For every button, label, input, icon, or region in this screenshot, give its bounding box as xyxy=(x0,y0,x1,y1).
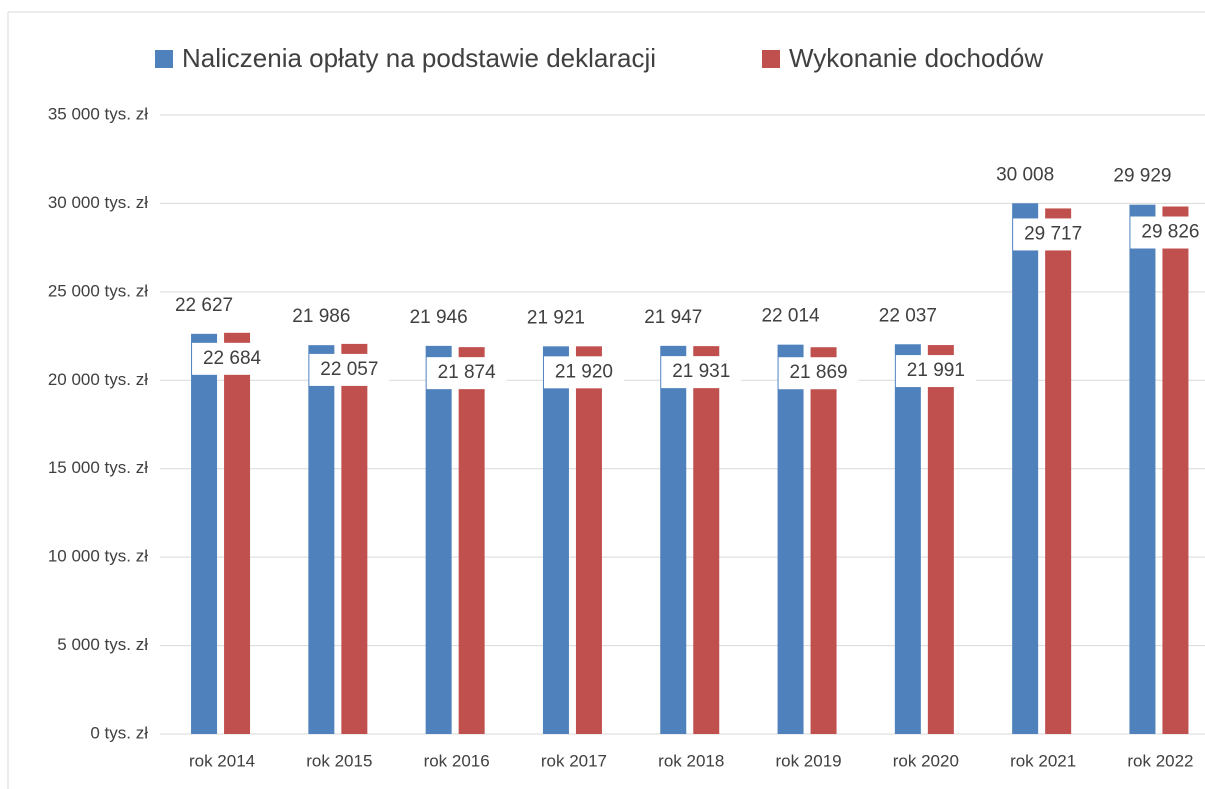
value-label: 21 947 xyxy=(644,307,702,328)
x-tick-label: rok 2016 xyxy=(424,751,490,770)
value-label: 21 946 xyxy=(410,307,468,328)
value-label: 22 627 xyxy=(175,295,233,316)
value-label-box xyxy=(309,353,390,386)
value-label: 29 826 xyxy=(1141,222,1199,243)
y-tick-label: 35 000 tys. zł xyxy=(48,104,148,123)
bar xyxy=(693,346,720,734)
x-tick-label: rok 2020 xyxy=(893,751,959,770)
value-label: 21 874 xyxy=(438,362,497,383)
value-label-box xyxy=(895,355,976,388)
y-tick-label: 20 000 tys. zł xyxy=(48,370,148,389)
bar xyxy=(1012,203,1039,734)
value-label-box xyxy=(661,356,742,389)
value-label: 22 057 xyxy=(320,359,378,380)
x-tick-label: rok 2018 xyxy=(658,751,724,770)
bar xyxy=(660,345,687,734)
value-label-box xyxy=(1013,218,1094,251)
bar xyxy=(224,332,251,734)
bar xyxy=(810,347,837,734)
bar xyxy=(341,343,368,734)
value-label: 21 869 xyxy=(789,362,847,383)
legend-label: Naliczenia opłaty na podstawie deklaracj… xyxy=(182,43,656,73)
x-tick-label: rok 2015 xyxy=(306,751,372,770)
x-tick-label: rok 2017 xyxy=(541,751,607,770)
bar xyxy=(542,346,569,734)
bar xyxy=(1045,208,1072,735)
value-label-box xyxy=(192,342,273,375)
value-label-box xyxy=(1130,216,1205,249)
legend-swatch xyxy=(762,50,780,68)
bar xyxy=(894,344,921,734)
x-tick-label: rok 2021 xyxy=(1010,751,1076,770)
legend-swatch xyxy=(155,50,173,68)
y-tick-label: 0 tys. zł xyxy=(90,723,148,742)
bar xyxy=(1162,206,1189,735)
value-label: 29 717 xyxy=(1024,223,1082,244)
value-label: 22 014 xyxy=(761,306,820,327)
value-label: 29 929 xyxy=(1113,166,1171,187)
value-label: 21 986 xyxy=(292,306,350,327)
legend-label: Wykonanie dochodów xyxy=(789,43,1043,73)
y-tick-label: 5 000 tys. zł xyxy=(57,635,148,654)
value-label: 21 991 xyxy=(907,360,965,381)
bar xyxy=(308,345,335,734)
x-tick-label: rok 2019 xyxy=(775,751,841,770)
value-label: 21 921 xyxy=(527,307,585,328)
value-label: 22 684 xyxy=(203,348,262,369)
x-tick-label: rok 2014 xyxy=(189,751,255,770)
value-label-box xyxy=(426,357,507,390)
value-label: 21 931 xyxy=(672,361,730,382)
value-label: 30 008 xyxy=(996,164,1054,185)
value-label-box xyxy=(543,356,624,389)
y-tick-label: 15 000 tys. zł xyxy=(48,458,148,477)
x-tick-label: rok 2022 xyxy=(1127,751,1193,770)
y-tick-label: 30 000 tys. zł xyxy=(48,193,148,212)
bar xyxy=(777,344,804,734)
y-tick-label: 25 000 tys. zł xyxy=(48,281,148,300)
bar xyxy=(1129,204,1156,734)
bar xyxy=(191,333,218,734)
value-label: 21 920 xyxy=(555,361,613,382)
bar xyxy=(575,346,602,734)
y-tick-label: 10 000 tys. zł xyxy=(48,547,148,566)
value-label: 22 037 xyxy=(879,305,937,326)
value-label-box xyxy=(778,357,859,390)
bar xyxy=(425,345,452,734)
bar xyxy=(927,345,954,734)
bar xyxy=(458,347,485,734)
